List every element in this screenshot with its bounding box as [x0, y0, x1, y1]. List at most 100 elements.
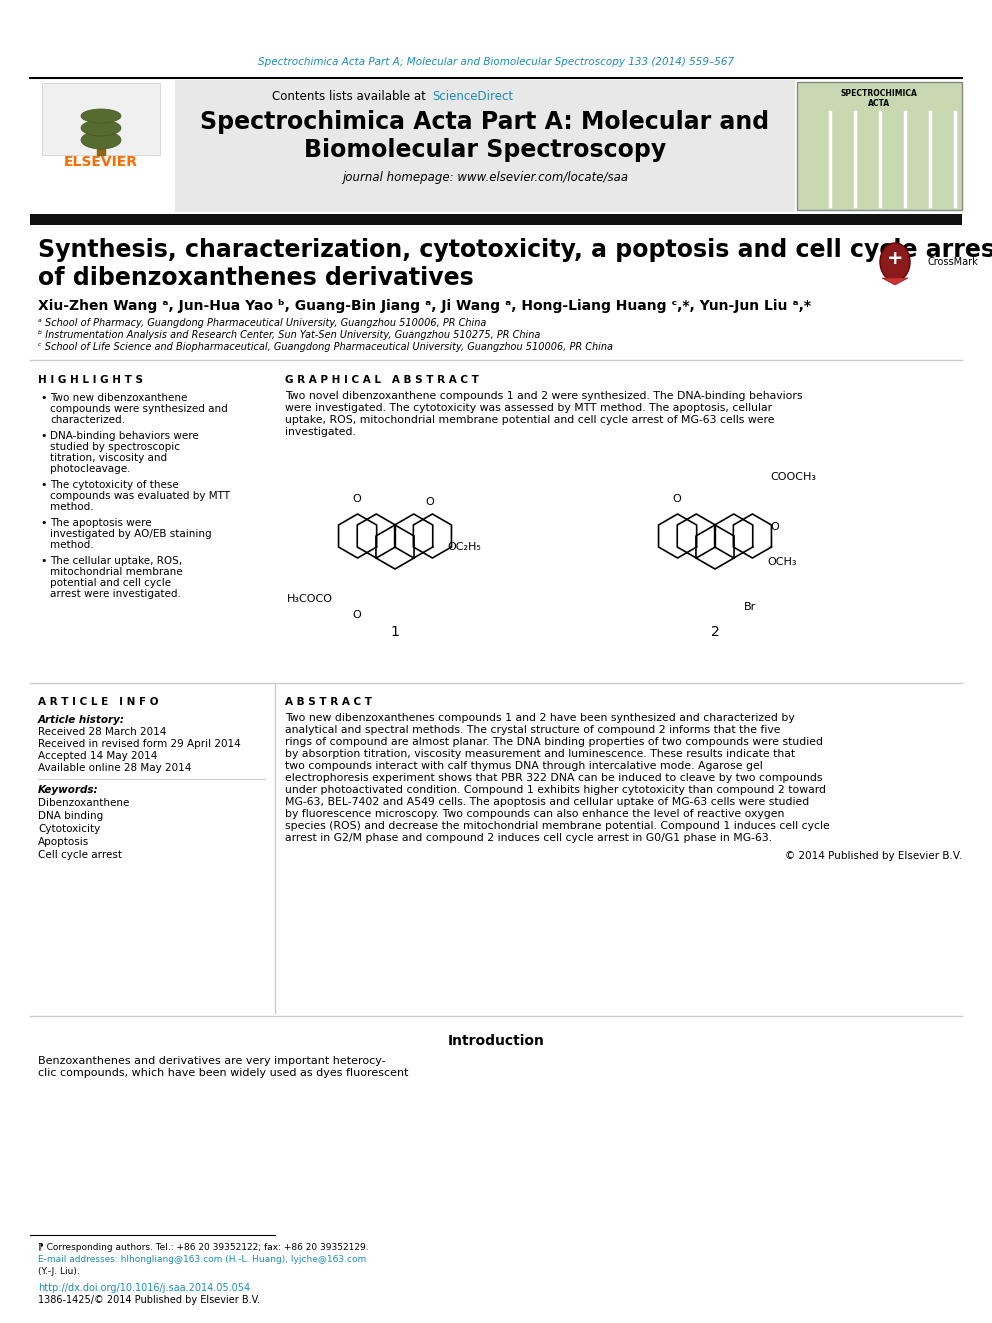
Text: investigated by AO/EB staining: investigated by AO/EB staining: [50, 529, 211, 538]
Text: +: +: [887, 249, 904, 267]
Text: photocleavage.: photocleavage.: [50, 464, 131, 474]
Text: by absorption titration, viscosity measurement and luminescence. These results i: by absorption titration, viscosity measu…: [285, 749, 796, 759]
Ellipse shape: [880, 243, 910, 280]
Text: The cellular uptake, ROS,: The cellular uptake, ROS,: [50, 556, 183, 566]
Ellipse shape: [81, 120, 121, 136]
Text: ScienceDirect: ScienceDirect: [432, 90, 513, 102]
Text: SPECTROCHIMICA: SPECTROCHIMICA: [840, 90, 918, 98]
Text: •: •: [40, 480, 47, 490]
Text: Two new dibenzoxanthenes compounds 1 and 2 have been synthesized and characteriz: Two new dibenzoxanthenes compounds 1 and…: [285, 713, 795, 722]
Text: H I G H L I G H T S: H I G H L I G H T S: [38, 374, 143, 385]
Text: http://dx.doi.org/10.1016/j.saa.2014.05.054: http://dx.doi.org/10.1016/j.saa.2014.05.…: [38, 1283, 250, 1293]
Text: ᶜ School of Life Science and Biopharmaceutical, Guangdong Pharmaceutical Univers: ᶜ School of Life Science and Biopharmace…: [38, 343, 613, 352]
Text: Apoptosis: Apoptosis: [38, 837, 89, 847]
Text: titration, viscosity and: titration, viscosity and: [50, 452, 167, 463]
Text: A B S T R A C T: A B S T R A C T: [285, 697, 372, 706]
Text: OC₂H₅: OC₂H₅: [447, 542, 481, 552]
Text: © 2014 Published by Elsevier B.V.: © 2014 Published by Elsevier B.V.: [785, 851, 962, 861]
Text: Accepted 14 May 2014: Accepted 14 May 2014: [38, 751, 158, 761]
Ellipse shape: [81, 131, 121, 149]
Text: uptake, ROS, mitochondrial membrane potential and cell cycle arrest of MG-63 cel: uptake, ROS, mitochondrial membrane pote…: [285, 415, 775, 425]
Text: arrest were investigated.: arrest were investigated.: [50, 589, 181, 599]
Text: Dibenzoxanthene: Dibenzoxanthene: [38, 798, 129, 808]
Text: E-mail addresses: hlhongliang@163.com (H.-L. Huang), lyjche@163.com: E-mail addresses: hlhongliang@163.com (H…: [38, 1256, 366, 1263]
Text: Two new dibenzoxanthene: Two new dibenzoxanthene: [50, 393, 187, 404]
Text: O: O: [352, 493, 361, 504]
Text: characterized.: characterized.: [50, 415, 125, 425]
Text: ᵃ School of Pharmacy, Guangdong Pharmaceutical University, Guangzhou 510006, PR : ᵃ School of Pharmacy, Guangdong Pharmace…: [38, 318, 486, 328]
Text: The cytotoxicity of these: The cytotoxicity of these: [50, 480, 179, 490]
Polygon shape: [882, 278, 908, 284]
FancyBboxPatch shape: [30, 79, 173, 212]
Text: OCH₃: OCH₃: [767, 557, 797, 568]
Text: Received in revised form 29 April 2014: Received in revised form 29 April 2014: [38, 740, 241, 749]
Text: O: O: [673, 493, 682, 504]
Text: Benzoxanthenes and derivatives are very important heterocy-: Benzoxanthenes and derivatives are very …: [38, 1056, 386, 1066]
Text: mitochondrial membrane: mitochondrial membrane: [50, 568, 183, 577]
Text: potential and cell cycle: potential and cell cycle: [50, 578, 172, 587]
Text: Spectrochimica Acta Part A; Molecular and Biomolecular Spectroscopy 133 (2014) 5: Spectrochimica Acta Part A; Molecular an…: [258, 57, 734, 67]
Text: analytical and spectral methods. The crystal structure of compound 2 informs tha: analytical and spectral methods. The cry…: [285, 725, 781, 736]
Text: Br: Br: [744, 602, 756, 613]
Text: clic compounds, which have been widely used as dyes fluorescent: clic compounds, which have been widely u…: [38, 1068, 409, 1078]
Text: studied by spectroscopic: studied by spectroscopic: [50, 442, 180, 452]
Text: COOCH₃: COOCH₃: [770, 472, 816, 482]
Text: 1386-1425/© 2014 Published by Elsevier B.V.: 1386-1425/© 2014 Published by Elsevier B…: [38, 1295, 260, 1304]
Text: 2: 2: [710, 624, 719, 639]
FancyBboxPatch shape: [30, 214, 962, 225]
Ellipse shape: [81, 108, 121, 123]
Text: •: •: [40, 519, 47, 528]
Text: ᵇ Instrumentation Analysis and Research Center, Sun Yat-Sen University, Guangzho: ᵇ Instrumentation Analysis and Research …: [38, 329, 541, 340]
Text: Synthesis, characterization, cytotoxicity, a poptosis and cell cycle arrest: Synthesis, characterization, cytotoxicit…: [38, 238, 992, 262]
Text: under photoactivated condition. Compound 1 exhibits higher cytotoxicity than com: under photoactivated condition. Compound…: [285, 785, 826, 795]
Text: •: •: [40, 431, 47, 441]
Text: arrest in G2/M phase and compound 2 induces cell cycle arrest in G0/G1 phase in : arrest in G2/M phase and compound 2 indu…: [285, 833, 772, 843]
Text: 1: 1: [391, 624, 400, 639]
Text: method.: method.: [50, 540, 93, 550]
Text: were investigated. The cytotoxicity was assessed by MTT method. The apoptosis, c: were investigated. The cytotoxicity was …: [285, 404, 772, 413]
Text: DNA binding: DNA binding: [38, 811, 103, 822]
Text: species (ROS) and decrease the mitochondrial membrane potential. Compound 1 indu: species (ROS) and decrease the mitochond…: [285, 822, 829, 831]
Text: O: O: [770, 523, 779, 532]
Text: Contents lists available at: Contents lists available at: [273, 90, 430, 102]
Text: by fluorescence microscopy. Two compounds can also enhance the level of reactive: by fluorescence microscopy. Two compound…: [285, 808, 785, 819]
Text: The apoptosis were: The apoptosis were: [50, 519, 152, 528]
Text: MG-63, BEL-7402 and A549 cells. The apoptosis and cellular uptake of MG-63 cells: MG-63, BEL-7402 and A549 cells. The apop…: [285, 796, 809, 807]
Text: Cell cycle arrest: Cell cycle arrest: [38, 849, 122, 860]
Text: Introduction: Introduction: [447, 1035, 545, 1048]
Text: two compounds interact with calf thymus DNA through intercalative mode. Agarose : two compounds interact with calf thymus …: [285, 761, 763, 771]
Text: investigated.: investigated.: [285, 427, 356, 437]
Text: Available online 28 May 2014: Available online 28 May 2014: [38, 763, 191, 773]
Text: compounds was evaluated by MTT: compounds was evaluated by MTT: [50, 491, 230, 501]
FancyBboxPatch shape: [175, 79, 795, 212]
Text: ACTA: ACTA: [868, 98, 890, 107]
Text: method.: method.: [50, 501, 93, 512]
Text: of dibenzoxanthenes derivatives: of dibenzoxanthenes derivatives: [38, 266, 474, 290]
Text: Spectrochimica Acta Part A: Molecular and: Spectrochimica Acta Part A: Molecular an…: [200, 110, 770, 134]
Text: electrophoresis experiment shows that PBR 322 DNA can be induced to cleave by tw: electrophoresis experiment shows that PB…: [285, 773, 822, 783]
Text: O: O: [426, 497, 434, 507]
Text: Cytotoxicity: Cytotoxicity: [38, 824, 100, 833]
Text: ⁋ Corresponding authors. Tel.: +86 20 39352122; fax: +86 20 39352129.: ⁋ Corresponding authors. Tel.: +86 20 39…: [38, 1244, 369, 1252]
Text: compounds were synthesized and: compounds were synthesized and: [50, 404, 228, 414]
Text: G R A P H I C A L   A B S T R A C T: G R A P H I C A L A B S T R A C T: [285, 374, 479, 385]
Text: •: •: [40, 556, 47, 566]
Text: Keywords:: Keywords:: [38, 785, 98, 795]
FancyBboxPatch shape: [797, 82, 962, 210]
Text: Biomolecular Spectroscopy: Biomolecular Spectroscopy: [304, 138, 666, 161]
Text: Xiu-Zhen Wang ᵃ, Jun-Hua Yao ᵇ, Guang-Bin Jiang ᵃ, Ji Wang ᵃ, Hong-Liang Huang ᶜ: Xiu-Zhen Wang ᵃ, Jun-Hua Yao ᵇ, Guang-Bi…: [38, 299, 811, 314]
Text: (Y.-J. Liu).: (Y.-J. Liu).: [38, 1267, 79, 1275]
Text: O: O: [352, 610, 361, 620]
Text: Received 28 March 2014: Received 28 March 2014: [38, 728, 167, 737]
Text: Two novel dibenzoxanthene compounds 1 and 2 were synthesized. The DNA-binding be: Two novel dibenzoxanthene compounds 1 an…: [285, 392, 803, 401]
Text: rings of compound are almost planar. The DNA binding properties of two compounds: rings of compound are almost planar. The…: [285, 737, 823, 747]
FancyBboxPatch shape: [42, 83, 160, 155]
Text: A R T I C L E   I N F O: A R T I C L E I N F O: [38, 697, 159, 706]
Text: Article history:: Article history:: [38, 714, 125, 725]
Text: •: •: [40, 393, 47, 404]
Text: journal homepage: www.elsevier.com/locate/saa: journal homepage: www.elsevier.com/locat…: [342, 171, 628, 184]
Text: CrossMark: CrossMark: [928, 257, 979, 267]
Text: H₃COCO: H₃COCO: [287, 594, 333, 605]
Text: ELSEVIER: ELSEVIER: [64, 155, 138, 169]
Text: DNA-binding behaviors were: DNA-binding behaviors were: [50, 431, 198, 441]
